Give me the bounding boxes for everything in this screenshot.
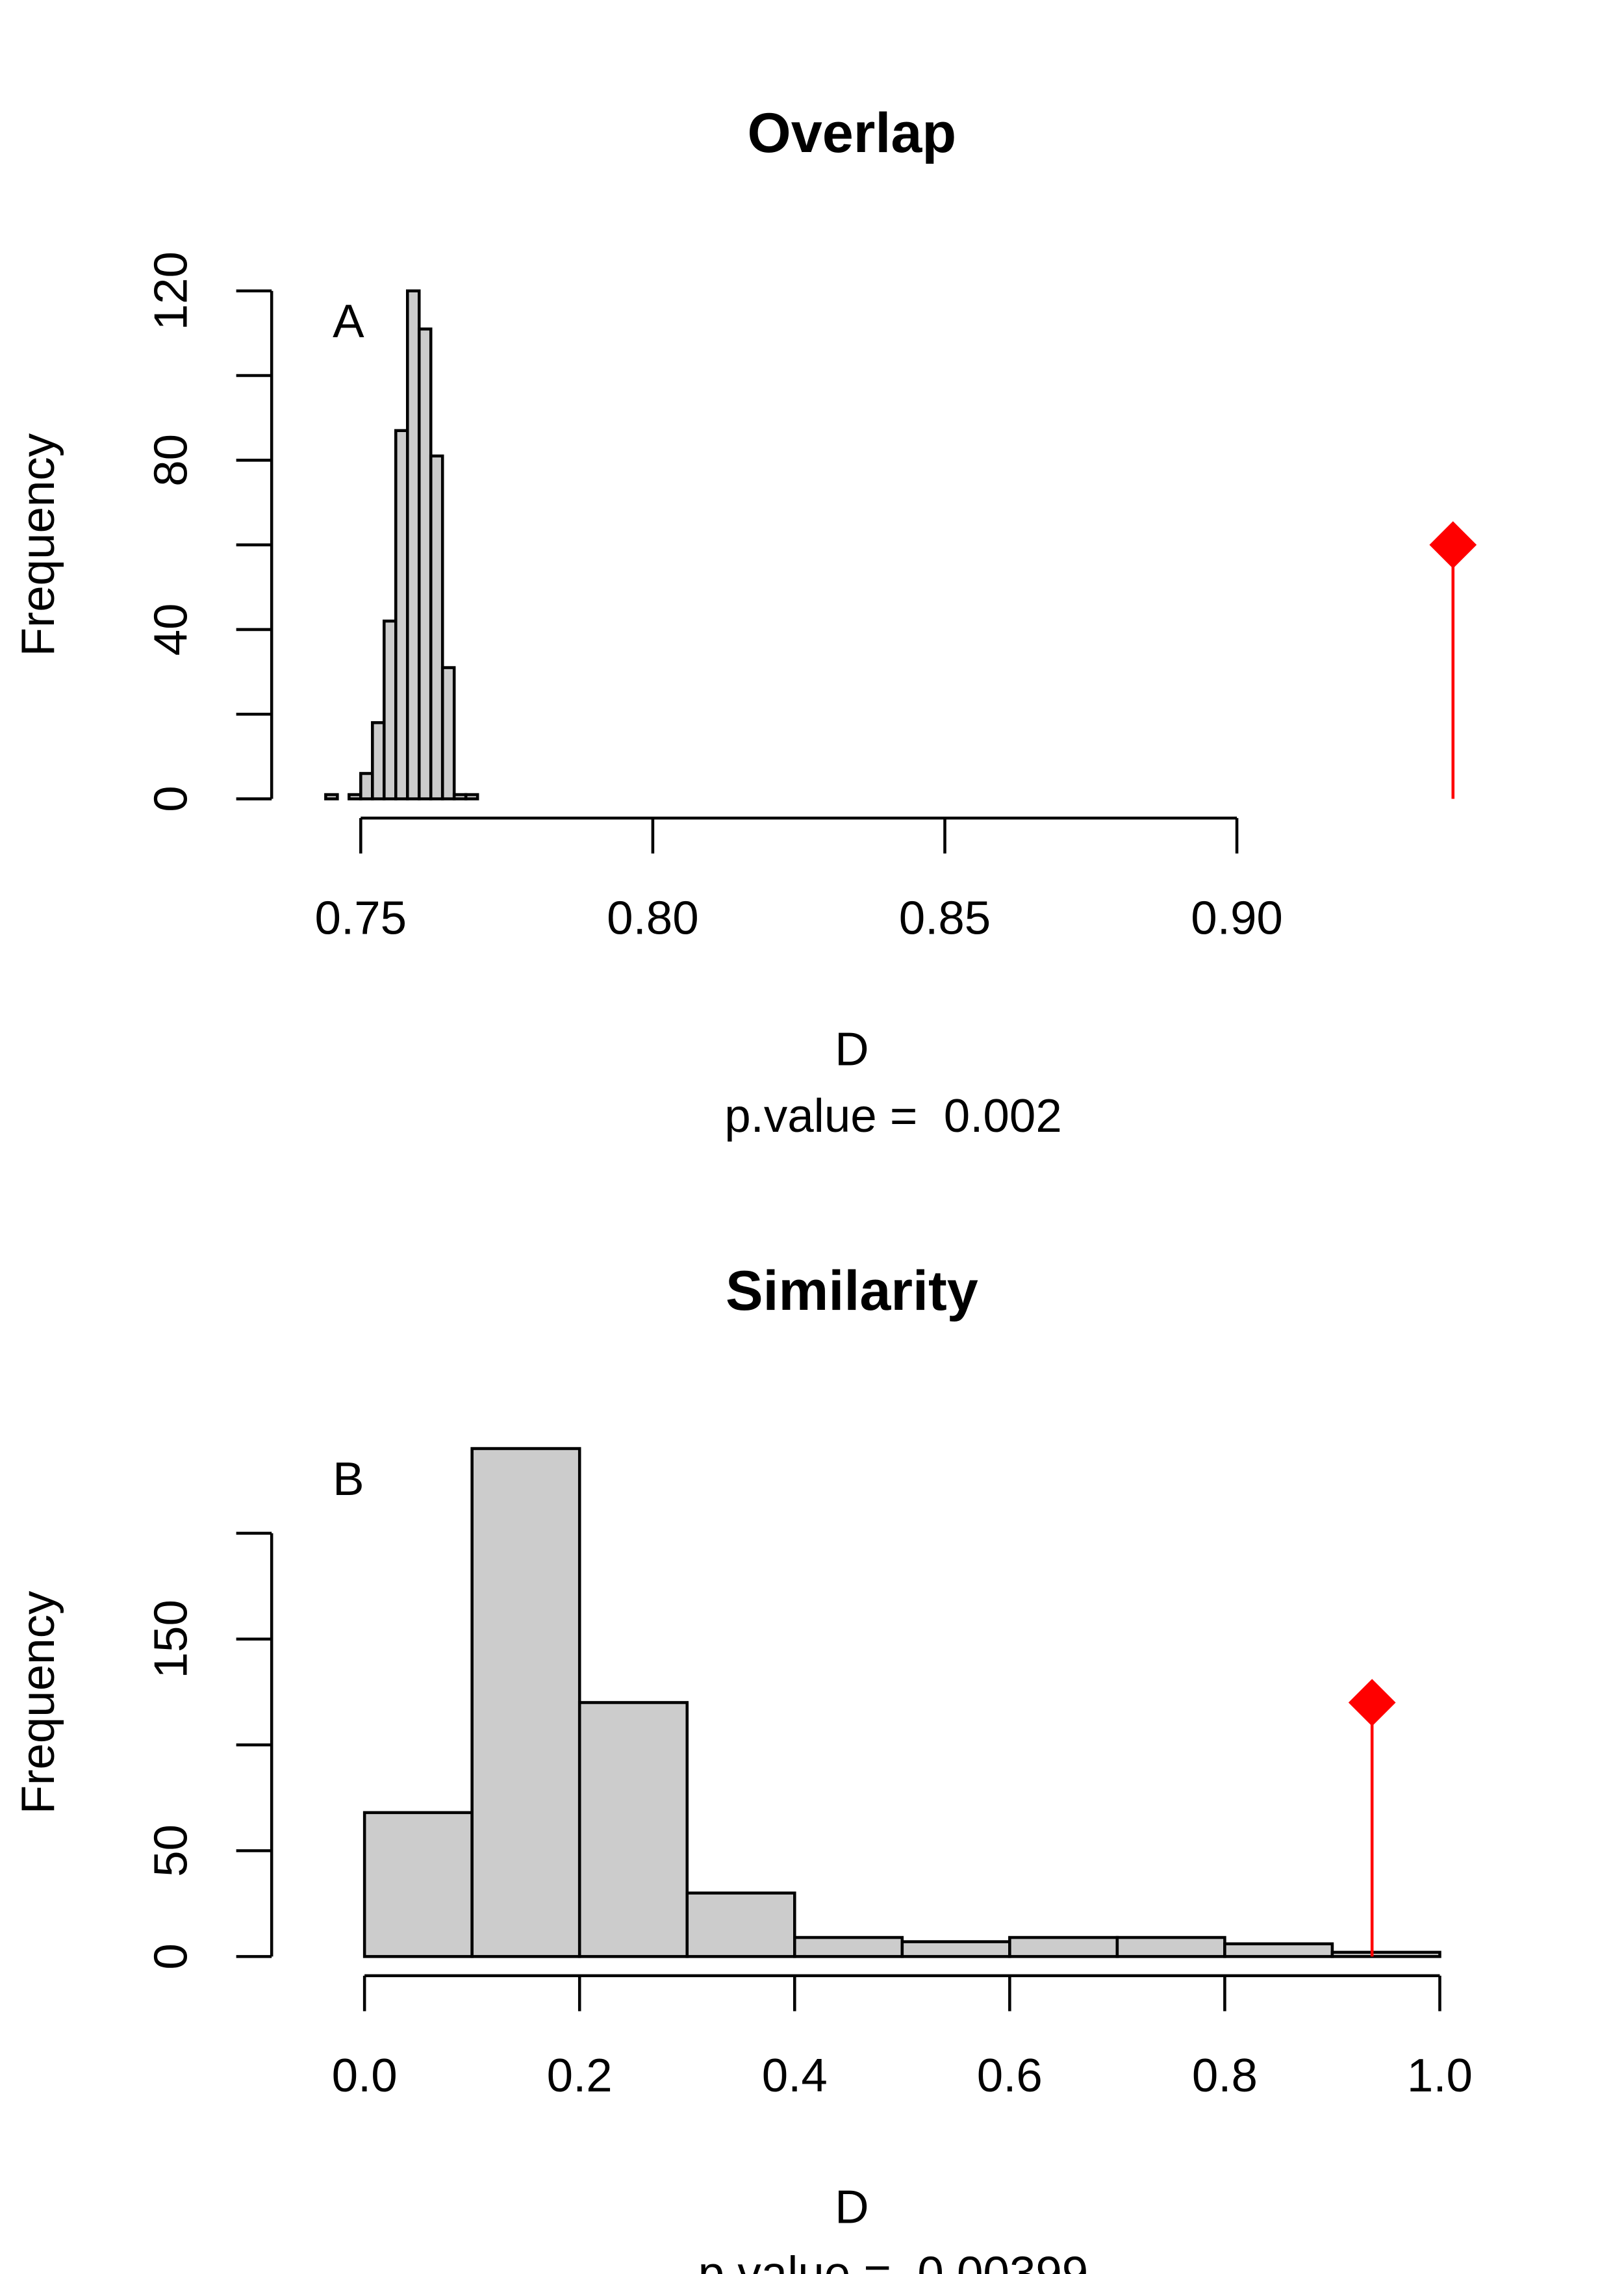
histogram-bar — [685, 1891, 796, 1958]
x-tick-label: 1.0 — [1407, 2049, 1473, 2102]
histogram-bar — [1115, 1935, 1226, 1958]
x-tick-label: 0.8 — [1192, 2049, 1258, 2102]
chart-title: Overlap — [748, 102, 957, 164]
p-value: p.value = 0.00399 — [698, 2247, 1088, 2274]
x-tick-label: 0.2 — [547, 2049, 613, 2102]
x-tick-label: 0.80 — [607, 891, 699, 944]
histogram-bar — [1223, 1942, 1334, 1958]
y-tick-label: 80 — [144, 434, 197, 487]
histogram-bar — [348, 793, 362, 800]
histogram-bar — [429, 454, 444, 800]
y-tick-label: 150 — [144, 1600, 197, 1678]
histogram-bar — [1330, 1950, 1441, 1958]
histogram-bar — [464, 793, 479, 800]
observed-marker — [1348, 1679, 1396, 1726]
histogram-bar — [383, 619, 398, 800]
histogram-bar — [1008, 1935, 1119, 1958]
histogram-bar — [405, 289, 421, 800]
x-axis-label: D — [835, 1023, 869, 1076]
histogram-bar — [440, 666, 456, 800]
y-axis-label: Frequency — [12, 433, 64, 656]
histogram-bar — [452, 793, 468, 800]
histogram-bar — [900, 1940, 1011, 1958]
y-tick-label: 0 — [144, 786, 197, 811]
y-tick-label: 0 — [144, 1943, 197, 1969]
histogram-bar — [470, 1447, 581, 1958]
y-axis-label: Frequency — [12, 1591, 64, 1814]
observed-marker — [1429, 521, 1477, 568]
y-tick-label: 120 — [144, 251, 197, 330]
x-axis-label: D — [835, 2180, 869, 2233]
x-tick-label: 0.4 — [762, 2049, 828, 2102]
x-tick-label: 0.75 — [315, 891, 407, 944]
p-value: p.value = 0.002 — [724, 1090, 1062, 1142]
histogram-bar — [394, 429, 409, 800]
x-tick-label: 0.90 — [1191, 891, 1283, 944]
x-tick-label: 0.85 — [899, 891, 991, 944]
histogram-bar — [362, 1811, 474, 1958]
histogram-bar — [417, 327, 433, 800]
y-tick-label: 40 — [144, 603, 197, 656]
histogram-bar — [324, 793, 339, 800]
panel-label: B — [333, 1453, 364, 1505]
histogram-bar — [371, 721, 386, 800]
histogram-bar — [577, 1701, 689, 1958]
x-tick-label: 0.6 — [977, 2049, 1043, 2102]
panel-label: A — [333, 295, 364, 348]
y-tick-label: 50 — [144, 1824, 197, 1877]
chart-title: Similarity — [726, 1260, 978, 1322]
x-tick-label: 0.0 — [332, 2049, 398, 2102]
histogram-bar — [793, 1935, 904, 1958]
histogram-bar — [359, 772, 374, 800]
